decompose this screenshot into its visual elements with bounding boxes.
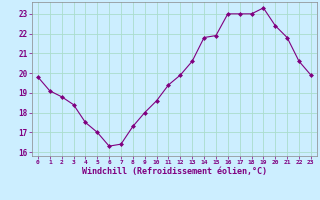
X-axis label: Windchill (Refroidissement éolien,°C): Windchill (Refroidissement éolien,°C) (82, 167, 267, 176)
